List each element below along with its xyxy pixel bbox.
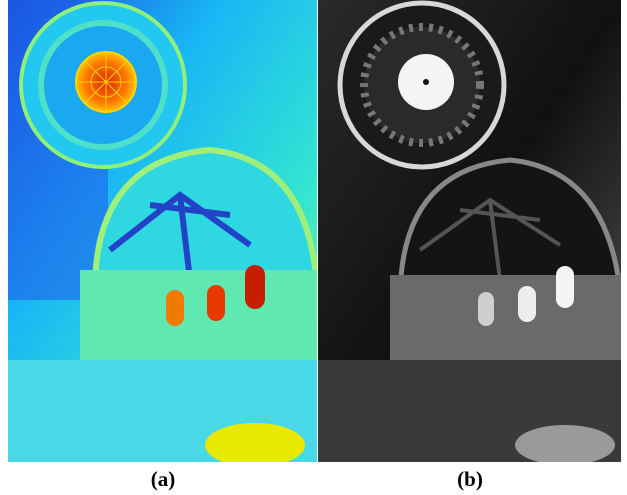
oculus-grid [76,52,136,112]
window [166,290,184,326]
body: (a) (b) (() => { const data = JSON.parse… [0,0,627,495]
window [245,265,265,309]
floor-highlight [205,423,305,467]
window [518,286,536,322]
panel-b-image [318,0,621,465]
page: Figure {"figure": {"panels": [{"caption"… [0,0,627,495]
panel-caption: (b) [457,467,483,491]
apse-wall [390,275,621,360]
floor-highlight [515,425,615,465]
window [478,292,494,326]
panel-caption: (a) [151,467,176,491]
figure: (a) (b) [0,0,627,495]
window [207,285,225,321]
window [556,266,574,308]
panel-a-image [8,0,317,467]
oculus-center [423,79,429,85]
apse-wall [80,270,317,360]
